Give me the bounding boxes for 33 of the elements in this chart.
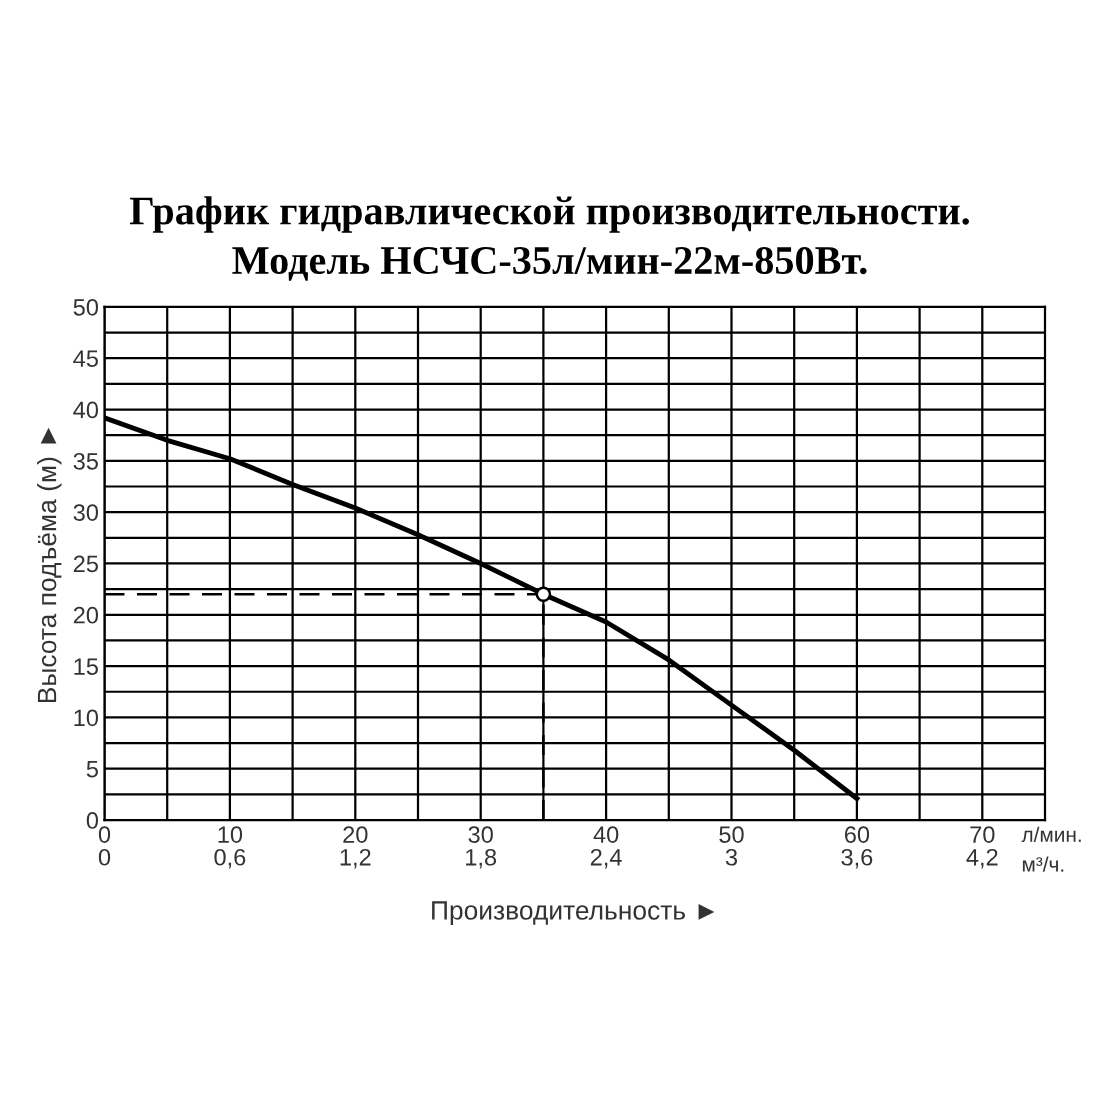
x-tick-label: 30: [468, 826, 493, 843]
y-tick-label: 15: [74, 658, 98, 675]
x-axis-title: Производительность ►: [432, 901, 715, 925]
y-tick-label: 30: [73, 504, 99, 521]
text: м³/ч.: [1022, 856, 1064, 872]
chart-title: График гидравлической производительности.: [129, 196, 969, 233]
x-tick-label: 70: [970, 826, 995, 843]
chart-subtitle: Модель НСЧС-35л/мин-22м-850Вт.: [232, 246, 867, 281]
y-axis-title: Высота подъёма (м) ►: [36, 427, 62, 703]
x2-tick-label: 0,6: [214, 848, 246, 869]
x-tick-label: 40: [593, 826, 619, 843]
y-tick-label: 0: [86, 812, 99, 829]
x2-tick-label: 3: [725, 848, 738, 866]
x-tick-label: 10: [218, 826, 243, 843]
y-tick-label: 20: [73, 606, 99, 624]
x-tick-label: 20: [343, 826, 368, 843]
y-tick-label: 25: [73, 555, 98, 573]
y-tick-label: 45: [73, 350, 98, 367]
x-tick-label: 0: [98, 826, 111, 843]
y-tick-label: 10: [74, 709, 99, 727]
text: л/мин.: [1021, 826, 1081, 843]
x2-tick-label: 2,4: [590, 848, 622, 869]
y-tick-label: 35: [73, 452, 98, 470]
x2-tick-label: 1,2: [340, 848, 371, 869]
x-tick-label: 50: [719, 826, 744, 843]
x-tick-label: 60: [844, 826, 870, 843]
x2-tick-label: 4,2: [966, 848, 998, 869]
x2-tick-label: 3,6: [841, 848, 873, 869]
y-tick-label: 5: [86, 761, 98, 778]
y-tick-label: 40: [73, 401, 99, 419]
x2-tick-label: 1,8: [466, 848, 497, 869]
y-tick-label: 50: [73, 298, 99, 316]
x2-tick-label: 0: [98, 848, 111, 866]
